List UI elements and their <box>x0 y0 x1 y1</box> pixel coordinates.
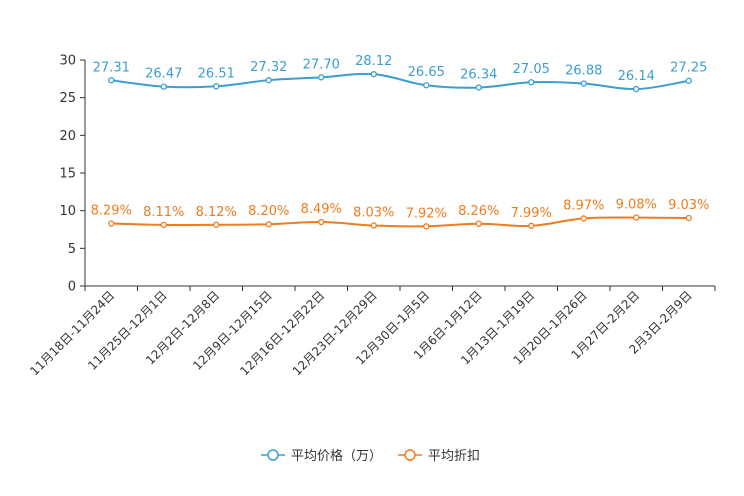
data-point-price[interactable] <box>633 85 640 93</box>
data-label-price: 27.05 <box>513 62 550 77</box>
data-point-discount[interactable] <box>475 220 482 227</box>
data-label-price: 26.47 <box>145 67 182 82</box>
data-point-price[interactable] <box>108 77 115 84</box>
data-point-discount[interactable] <box>633 214 640 221</box>
data-label-discount: 8.03% <box>353 206 394 221</box>
data-label-discount: 8.29% <box>91 204 132 219</box>
data-point-price[interactable] <box>528 79 535 86</box>
data-label-price: 26.88 <box>565 64 602 79</box>
data-label-price: 27.70 <box>303 57 340 72</box>
data-label-discount: 9.03% <box>668 198 709 213</box>
data-label-price: 27.32 <box>250 60 287 75</box>
legend-discount-marker <box>404 449 416 461</box>
data-point-price[interactable] <box>475 84 482 91</box>
data-point-discount[interactable] <box>265 221 272 228</box>
data-point-price[interactable] <box>370 71 377 78</box>
y-tick-label: 25 <box>59 91 76 106</box>
legend: 平均价格（万） 平均折扣 <box>261 448 480 464</box>
data-label-discount: 9.08% <box>616 198 657 213</box>
data-label-discount: 8.20% <box>248 204 289 219</box>
series-line-discount <box>111 216 689 228</box>
y-tick-label: 20 <box>59 129 76 144</box>
data-label-discount: 8.12% <box>196 205 237 220</box>
data-point-price[interactable] <box>685 77 692 84</box>
data-label-discount: 8.11% <box>143 205 184 220</box>
data-point-discount[interactable] <box>108 220 115 227</box>
legend-price-label: 平均价格（万） <box>291 448 382 464</box>
data-label-price: 26.65 <box>408 65 445 80</box>
data-point-discount[interactable] <box>685 214 692 222</box>
data-point-price[interactable] <box>213 83 220 90</box>
data-point-discount[interactable] <box>318 218 325 226</box>
data-point-price[interactable] <box>423 82 430 89</box>
data-label-price: 26.14 <box>618 69 655 84</box>
data-point-discount[interactable] <box>423 223 430 230</box>
data-label-price: 28.12 <box>355 54 392 69</box>
data-point-price[interactable] <box>580 80 587 87</box>
data-point-discount[interactable] <box>160 221 167 229</box>
legend-price-marker <box>267 449 279 461</box>
y-tick-label: 10 <box>59 204 76 219</box>
data-point-discount[interactable] <box>580 215 587 222</box>
data-label-discount: 8.49% <box>301 202 342 217</box>
data-label-price: 27.25 <box>670 61 707 76</box>
data-label-discount: 7.92% <box>406 206 447 221</box>
data-point-price[interactable] <box>318 74 325 81</box>
data-point-discount[interactable] <box>370 222 377 229</box>
data-label-price: 26.51 <box>198 66 235 81</box>
data-label-discount: 8.97% <box>563 198 604 213</box>
legend-discount-label: 平均折扣 <box>428 449 480 464</box>
data-label-price: 27.31 <box>93 60 130 75</box>
y-tick-label: 15 <box>59 167 76 182</box>
y-tick-label: 0 <box>68 280 76 295</box>
data-point-price[interactable] <box>265 77 272 84</box>
legend-item-discount[interactable]: 平均折扣 <box>398 449 480 464</box>
data-point-price[interactable] <box>160 83 167 90</box>
data-label-discount: 8.26% <box>458 204 499 219</box>
data-label-price: 26.34 <box>460 68 497 83</box>
y-tick-label: 5 <box>68 242 76 257</box>
x-tick-label: 11月18日-11月24日 <box>27 288 117 378</box>
y-tick-label: 30 <box>59 54 76 69</box>
legend-item-price[interactable]: 平均价格（万） <box>261 448 382 464</box>
series-line-price <box>111 72 689 91</box>
data-point-discount[interactable] <box>528 222 535 229</box>
data-label-discount: 7.99% <box>511 206 552 221</box>
data-point-discount[interactable] <box>213 221 220 228</box>
